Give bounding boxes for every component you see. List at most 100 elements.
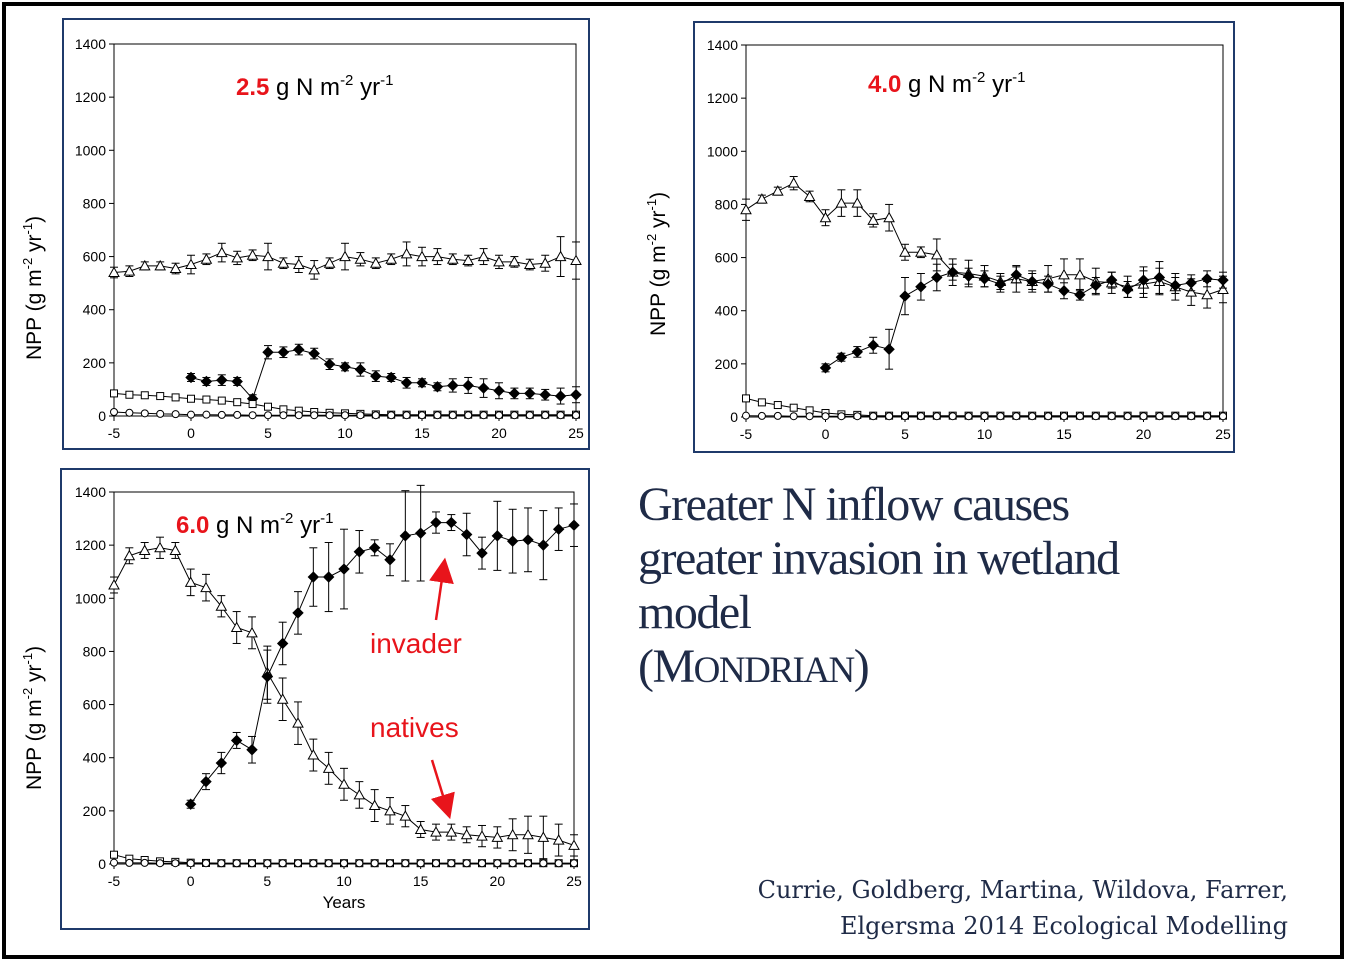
series-triangle-open (740, 176, 1229, 309)
data-point (837, 412, 846, 421)
data-point (184, 576, 197, 587)
data-point (1219, 412, 1227, 421)
y-tick-label: 800 (83, 643, 107, 659)
data-point (261, 670, 274, 683)
data-point (508, 859, 517, 868)
data-point (1217, 274, 1229, 286)
data-point (184, 798, 197, 810)
data-point (835, 351, 848, 363)
series-line (190, 522, 575, 805)
data-point (384, 804, 396, 816)
data-point (757, 398, 766, 407)
data-point (154, 541, 166, 553)
data-point (506, 535, 519, 547)
series-diamond-filled (185, 343, 582, 405)
data-point (946, 266, 959, 278)
data-point (1091, 412, 1100, 421)
x-tick-label: 20 (1136, 426, 1152, 442)
x-tick-label: 25 (566, 873, 582, 889)
data-point (821, 412, 830, 421)
y-tick-label: 400 (83, 302, 107, 318)
data-point (156, 409, 165, 418)
data-point (202, 859, 210, 868)
data-point (541, 411, 550, 420)
x-tick-label: 15 (1056, 426, 1072, 442)
series-circle-open (110, 408, 580, 420)
x-tick-label: 10 (337, 425, 353, 441)
y-tick-label: 1200 (75, 89, 106, 105)
data-point (354, 363, 367, 376)
data-point (156, 392, 165, 401)
data-point (414, 527, 427, 539)
data-point (901, 412, 909, 421)
data-point (215, 246, 228, 258)
series-line (825, 271, 1224, 369)
data-point (140, 391, 149, 400)
data-point (401, 859, 410, 868)
data-point (479, 411, 488, 420)
data-point (506, 828, 519, 840)
data-point (476, 547, 488, 559)
data-point (883, 343, 895, 355)
data-point (522, 828, 534, 840)
data-point (171, 393, 180, 402)
data-point (340, 859, 348, 868)
data-point (277, 257, 290, 268)
y-tick-label: 200 (83, 803, 107, 819)
data-point (307, 571, 320, 583)
data-point (476, 830, 488, 841)
data-point (524, 387, 536, 400)
data-point (140, 858, 149, 867)
y-tick-label: 200 (83, 355, 107, 371)
nitrogen-rate-label-2: 4.0 g N m-2 yr-1 (868, 69, 1026, 98)
data-point (931, 271, 943, 284)
data-point (263, 859, 272, 868)
data-point (217, 410, 226, 419)
data-point (524, 859, 532, 868)
data-point (292, 258, 305, 270)
data-point (292, 717, 304, 728)
data-point (446, 253, 459, 264)
invader-annotation: invader (370, 628, 462, 659)
data-point (1201, 288, 1213, 300)
data-point (233, 398, 242, 407)
data-point (262, 346, 274, 358)
data-point (416, 250, 428, 262)
data-point (525, 411, 534, 420)
data-point (262, 250, 274, 262)
y-tick-label: 600 (715, 250, 739, 266)
data-point (202, 395, 211, 404)
data-point (110, 408, 118, 417)
x-tick-label: 10 (977, 426, 993, 442)
data-point (554, 859, 563, 868)
x-axis-label: Years (323, 893, 366, 912)
data-point (445, 826, 458, 837)
data-point (1058, 268, 1070, 280)
data-point (154, 259, 167, 271)
data-point (125, 390, 134, 399)
data-point (185, 371, 197, 384)
data-point (230, 734, 243, 747)
data-point (447, 379, 459, 392)
series-circle-open (742, 411, 1227, 421)
y-axis-label-2: NPP (g m-2 yr-1) (644, 191, 670, 336)
y-tick-label: 1200 (75, 537, 106, 553)
data-point (1201, 273, 1213, 285)
data-point (522, 534, 534, 546)
slide-headline: Greater N inflow causes greater invasion… (638, 478, 1318, 698)
data-point (462, 859, 471, 868)
data-point (756, 193, 768, 204)
data-point (1012, 412, 1021, 421)
data-point (110, 858, 118, 867)
data-point (1107, 412, 1116, 421)
data-point (962, 270, 975, 282)
data-point (110, 389, 118, 398)
data-point (539, 257, 552, 268)
data-point (537, 539, 550, 551)
data-point (140, 409, 149, 418)
data-point (248, 859, 256, 868)
data-point (294, 859, 302, 868)
